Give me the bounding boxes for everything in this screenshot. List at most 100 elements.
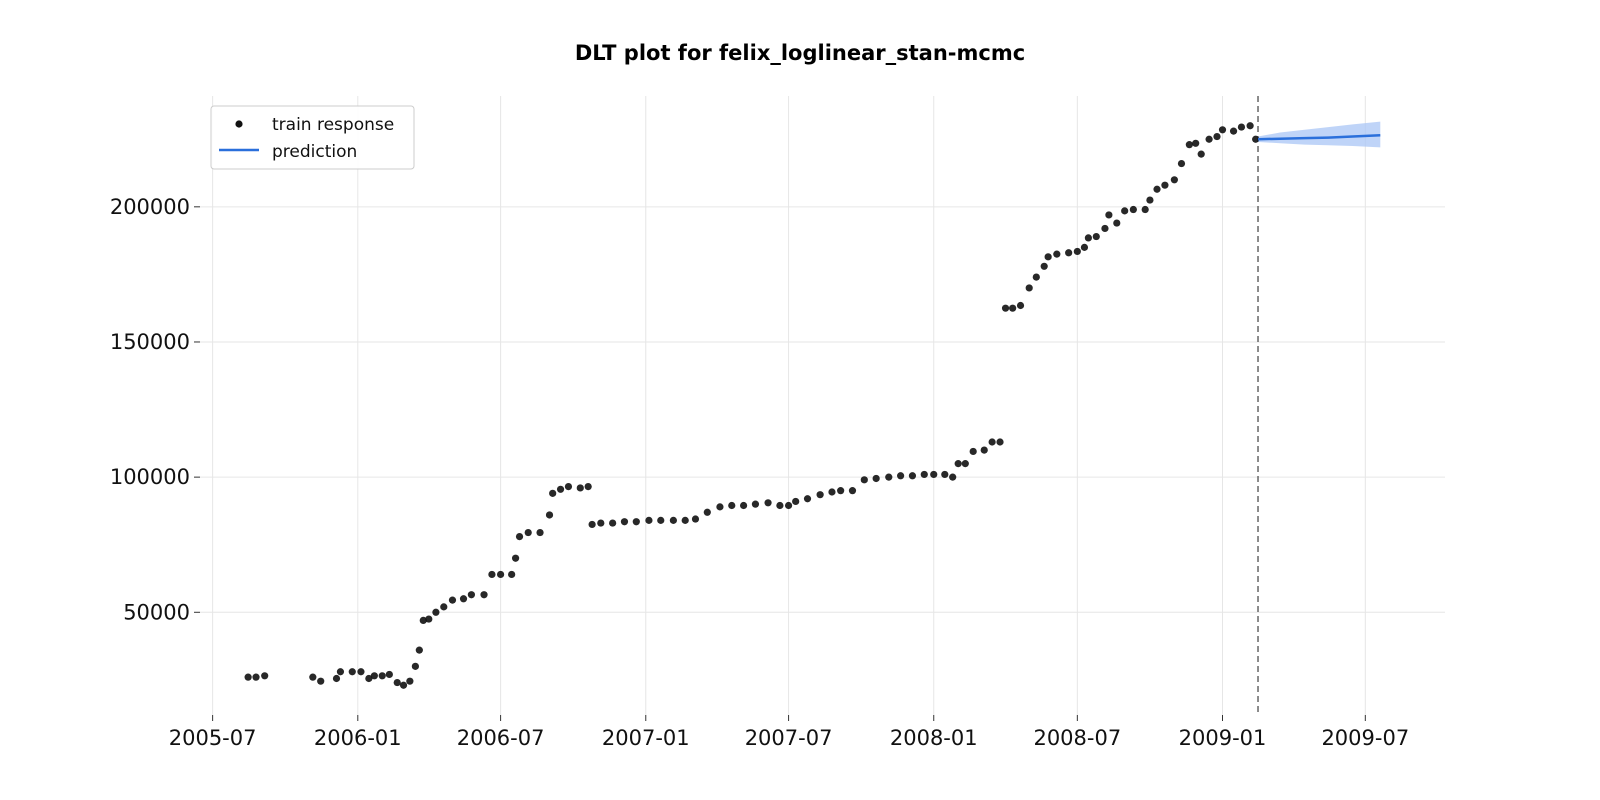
train-point	[969, 447, 977, 456]
train-point	[332, 674, 341, 683]
train-point	[930, 470, 938, 479]
train-point	[897, 472, 905, 480]
x-tick-label: 2009-07	[1321, 726, 1409, 750]
train-point	[425, 615, 433, 623]
x-tick-label: 2005-07	[169, 726, 257, 750]
x-tick-label: 2007-07	[745, 726, 833, 750]
train-point	[988, 438, 996, 446]
train-point	[740, 501, 748, 510]
train-point	[837, 487, 845, 495]
train-point	[716, 503, 724, 511]
train-point	[244, 673, 252, 681]
train-point	[393, 678, 401, 687]
train-point	[584, 482, 592, 491]
train-point	[317, 677, 325, 685]
x-tick-label: 2008-07	[1033, 726, 1121, 750]
train-point	[1025, 284, 1033, 292]
train-point	[1141, 205, 1149, 214]
axes: 2005-07 2006-01 2006-07 2007-01 2007-07 2008-…	[110, 96, 1409, 750]
train-point	[378, 672, 386, 680]
train-point	[1065, 249, 1073, 257]
train-point	[1001, 304, 1010, 312]
train-point	[440, 603, 448, 611]
train-point	[803, 495, 812, 503]
train-point	[357, 668, 365, 676]
train-point	[609, 519, 617, 527]
train-point	[872, 474, 880, 483]
train-point	[1197, 150, 1205, 158]
train-point	[792, 497, 800, 506]
train-point	[511, 554, 520, 562]
train-point	[681, 516, 689, 524]
train-point	[1161, 181, 1169, 189]
train-point	[536, 528, 544, 537]
train-point	[488, 570, 496, 579]
train-point	[1105, 211, 1113, 219]
train-point	[524, 528, 532, 537]
train-point	[1205, 135, 1213, 143]
train-point	[657, 516, 665, 524]
train-point	[385, 670, 393, 679]
train-point	[515, 532, 524, 541]
train-point	[980, 446, 988, 454]
train-point	[885, 473, 893, 481]
train-point	[365, 674, 373, 683]
train-point	[576, 484, 584, 492]
train-point	[348, 668, 356, 676]
train-point	[411, 662, 419, 670]
prediction-interval	[1258, 121, 1381, 148]
train-point	[632, 518, 640, 526]
legend-prediction-label: prediction	[272, 142, 357, 162]
train-point	[908, 472, 917, 480]
train-point	[545, 511, 554, 519]
train-point	[564, 482, 573, 491]
train-point	[816, 491, 824, 499]
train-point	[556, 485, 565, 493]
legend: train response prediction	[210, 105, 415, 170]
train-point	[1092, 232, 1100, 241]
train-point	[597, 519, 605, 527]
train-point	[954, 460, 962, 468]
train-point	[399, 681, 408, 689]
train-point	[508, 570, 516, 579]
train-point	[1237, 123, 1246, 131]
train-point	[415, 646, 423, 654]
train-point	[728, 501, 736, 510]
train-point	[691, 515, 700, 523]
prediction-band	[1258, 121, 1381, 148]
y-tick-label: 100000	[110, 465, 190, 489]
train-point	[406, 677, 414, 685]
legend-train-marker	[235, 120, 243, 128]
train-point	[1192, 139, 1200, 147]
grid-lines	[200, 96, 1445, 715]
train-point	[467, 591, 476, 599]
train-point	[1044, 253, 1052, 261]
x-tick-label: 2007-01	[602, 726, 690, 750]
train-point	[448, 596, 457, 604]
x-tick-label: 2006-01	[314, 726, 402, 750]
train-point	[432, 608, 440, 616]
train-point	[261, 672, 269, 680]
train-point	[1252, 135, 1260, 143]
train-point	[1113, 219, 1121, 227]
train-point	[419, 616, 427, 624]
train-point	[252, 673, 260, 681]
x-tick-label: 2008-01	[890, 726, 978, 750]
train-point	[1040, 262, 1048, 270]
train-point	[1073, 247, 1081, 256]
train-point	[1153, 185, 1161, 193]
train-response-points	[244, 122, 1260, 689]
train-point	[961, 460, 969, 468]
train-point	[1129, 205, 1137, 214]
y-tick-label: 150000	[110, 330, 190, 354]
train-point	[1053, 250, 1061, 258]
train-point	[1032, 273, 1040, 281]
train-point	[370, 672, 378, 680]
train-point	[1146, 196, 1154, 204]
train-point	[996, 438, 1004, 446]
train-point	[1170, 176, 1178, 184]
prediction-line-group	[1257, 133, 1381, 141]
x-tick-label: 2006-07	[457, 726, 545, 750]
train-point	[1101, 224, 1109, 233]
train-point	[784, 501, 793, 510]
